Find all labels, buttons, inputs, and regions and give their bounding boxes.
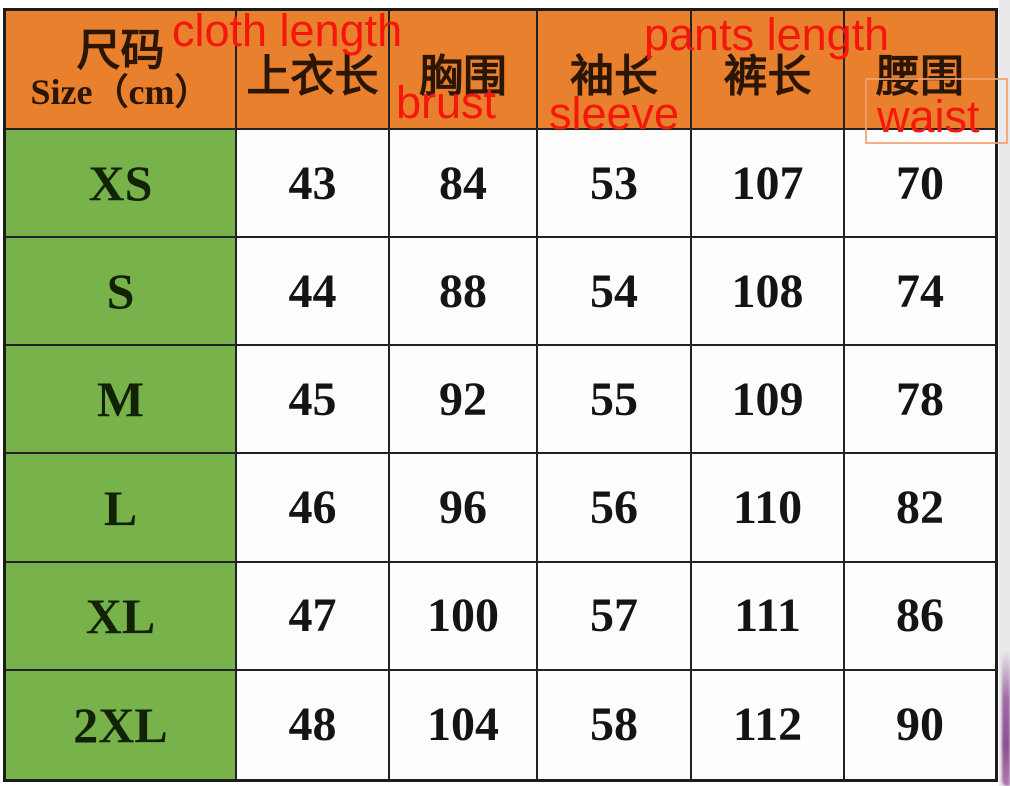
table-cell: 56 <box>538 454 692 563</box>
table-cell: 57 <box>538 562 692 671</box>
table-cell: 109 <box>692 346 845 455</box>
table-cell: 45 <box>237 346 390 455</box>
header-cloth-length: 上衣长 <box>237 11 390 130</box>
header-size: 尺码 Size（cm） <box>6 11 237 130</box>
header-bust: 胸围 <box>390 11 538 130</box>
size-label: XL <box>6 562 237 671</box>
photo-edge-artifact <box>1002 651 1010 786</box>
table-cell: 70 <box>845 130 995 239</box>
table-cell: 44 <box>237 238 390 347</box>
annotation-cloth-length: cloth length <box>172 5 403 56</box>
table-cell: 53 <box>538 130 692 239</box>
table-cell: 88 <box>390 238 538 347</box>
table-cell: 54 <box>538 238 692 347</box>
size-label: M <box>6 346 237 455</box>
table-cell: 43 <box>237 130 390 239</box>
table-cell: 86 <box>845 562 995 671</box>
size-label: XS <box>6 130 237 239</box>
size-table: 尺码 Size（cm） 上衣长 胸围 袖长 裤长 腰围 XS 43 84 53 … <box>3 8 998 782</box>
table-cell: 107 <box>692 130 845 239</box>
table-cell: 55 <box>538 346 692 455</box>
table-cell: 100 <box>390 562 538 671</box>
header-sleeve: 袖长 <box>538 11 692 130</box>
table-cell: 104 <box>390 670 538 779</box>
table-cell: 108 <box>692 238 845 347</box>
annotation-brust: brust <box>396 77 497 128</box>
table-cell: 110 <box>692 454 845 563</box>
waist-highlight-box <box>865 78 1008 144</box>
table-cell: 48 <box>237 670 390 779</box>
table-cell: 112 <box>692 670 845 779</box>
table-cell: 47 <box>237 562 390 671</box>
header-pants-length: 裤长 <box>692 11 845 130</box>
table-cell: 58 <box>538 670 692 779</box>
table-cell: 111 <box>692 562 845 671</box>
table-cell: 84 <box>390 130 538 239</box>
annotation-pants-length: pants length <box>644 9 890 60</box>
annotation-waist: waist <box>877 91 980 142</box>
table-cell: 82 <box>845 454 995 563</box>
header-waist: 腰围 <box>845 11 995 130</box>
size-label: L <box>6 454 237 563</box>
header-size-cn: 尺码 <box>76 25 165 75</box>
table-cell: 90 <box>845 670 995 779</box>
size-label: S <box>6 238 237 347</box>
header-size-en: Size（cm） <box>30 71 211 112</box>
table-cell: 92 <box>390 346 538 455</box>
annotation-sleeve: sleeve <box>549 88 680 139</box>
table-cell: 74 <box>845 238 995 347</box>
table-cell: 96 <box>390 454 538 563</box>
table-cell: 78 <box>845 346 995 455</box>
table-cell: 46 <box>237 454 390 563</box>
right-edge-strip <box>999 0 1010 786</box>
size-label: 2XL <box>6 670 237 779</box>
